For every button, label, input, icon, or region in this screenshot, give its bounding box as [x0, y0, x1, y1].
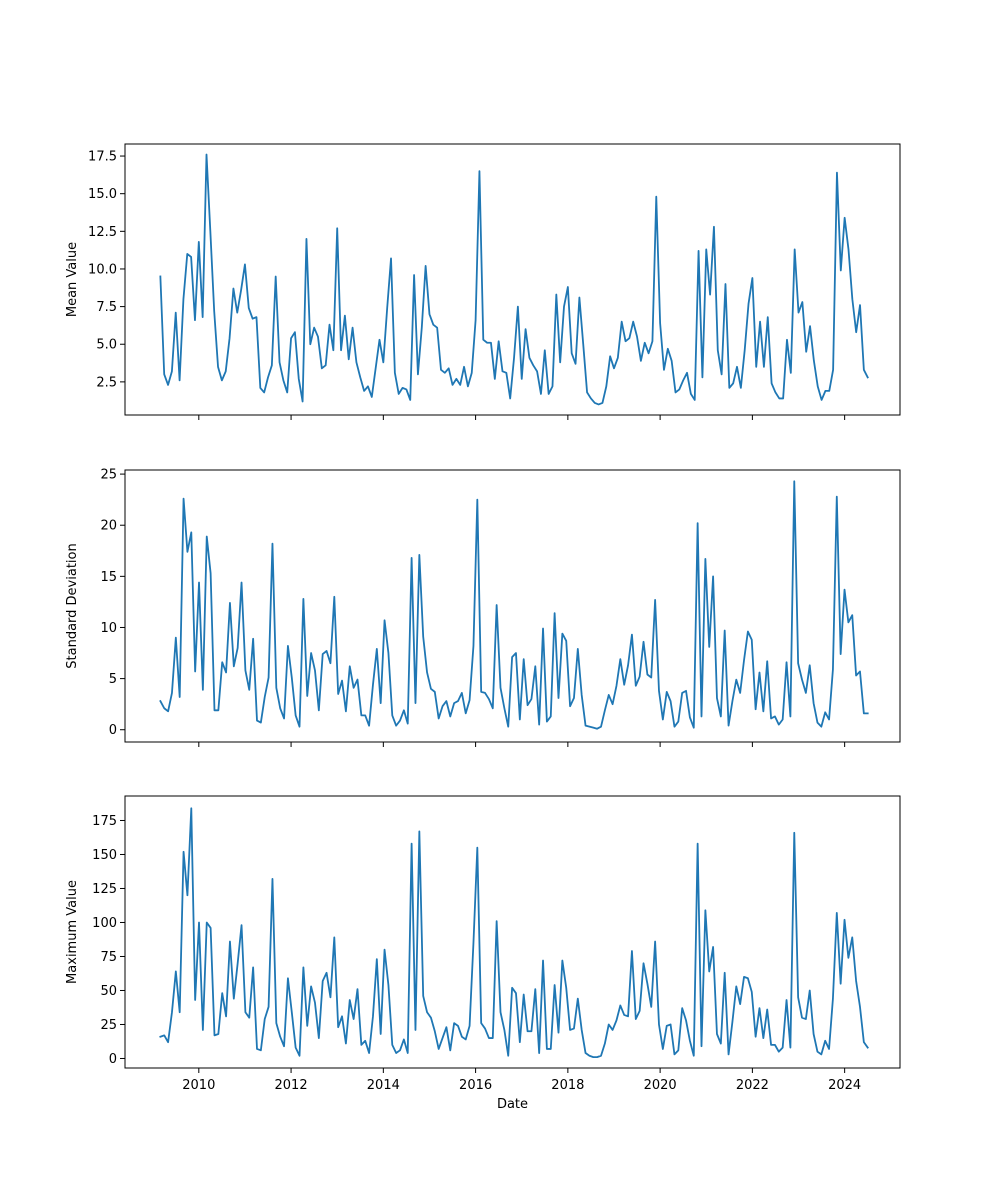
- mean-value-y-tick-label: 2.5: [96, 375, 117, 390]
- maximum-value-x-tick-label: 2010: [182, 1078, 215, 1093]
- maximum-value-x-tick-label: 2012: [275, 1078, 308, 1093]
- standard-deviation-panel: 0 5 10 15 20 25 Standard Deviation: [65, 468, 901, 747]
- maximum-value-x-tick-label: 2020: [644, 1078, 677, 1093]
- maximum-value-x-tick-label: 2024: [828, 1078, 861, 1093]
- mean-value-y-tick-label: 10.0: [88, 262, 117, 277]
- maximum-value-y-tick-label: 125: [92, 882, 117, 897]
- maximum-value-series-line: [159, 807, 869, 1059]
- standard-deviation-axes-frame: [124, 469, 901, 743]
- standard-deviation-y-axis-label: Standard Deviation: [65, 543, 80, 668]
- maximum-value-y-tick-label: 50: [100, 984, 117, 999]
- maximum-value-x-axis-label: Date: [497, 1097, 528, 1112]
- mean-value-series-line: [159, 153, 869, 406]
- mean-value-y-tick-label: 17.5: [88, 150, 117, 165]
- maximum-value-axes-frame: [124, 795, 901, 1069]
- maximum-value-y-tick-label: 75: [100, 950, 117, 965]
- standard-deviation-y-tick-label: 0: [109, 723, 117, 738]
- maximum-value-x-tick-label: 2022: [736, 1078, 769, 1093]
- maximum-value-x-tick-label: 2014: [367, 1078, 400, 1093]
- mean-value-y-tick-label: 15.0: [88, 187, 117, 202]
- mean-value-panel: 2.5 5.0 7.5 10.0 12.5 15.0 17.5 Mean Value: [65, 143, 901, 420]
- standard-deviation-y-tick-label: 10: [100, 621, 117, 636]
- mean-value-y-tick-label: 5.0: [96, 338, 117, 353]
- maximum-value-x-tick-label: 2016: [459, 1078, 492, 1093]
- standard-deviation-y-tick-label: 20: [100, 519, 117, 534]
- maximum-value-y-axis-label: Maximum Value: [65, 880, 80, 984]
- maximum-value-y-tick-label: 150: [92, 848, 117, 863]
- mean-value-axes-frame: [124, 143, 901, 416]
- standard-deviation-y-tick-label: 25: [100, 468, 117, 483]
- maximum-value-y-tick-label: 100: [92, 916, 117, 931]
- mean-value-y-tick-label: 12.5: [88, 225, 117, 240]
- maximum-value-y-tick-label: 175: [92, 814, 117, 829]
- maximum-value-y-tick-label: 25: [100, 1018, 117, 1033]
- maximum-value-panel: 0 25 50 75 100 125 150 175 2010 2012 2014 2016 2018 2…: [65, 795, 901, 1112]
- maximum-value-y-tick-label: 0: [109, 1052, 117, 1067]
- mean-value-y-tick-label: 7.5: [96, 300, 117, 315]
- maximum-value-x-tick-label: 2018: [551, 1078, 584, 1093]
- mean-value-y-axis-label: Mean Value: [65, 242, 80, 317]
- standard-deviation-y-tick-label: 15: [100, 570, 117, 585]
- standard-deviation-series-line: [159, 480, 869, 730]
- standard-deviation-y-tick-label: 5: [109, 672, 117, 687]
